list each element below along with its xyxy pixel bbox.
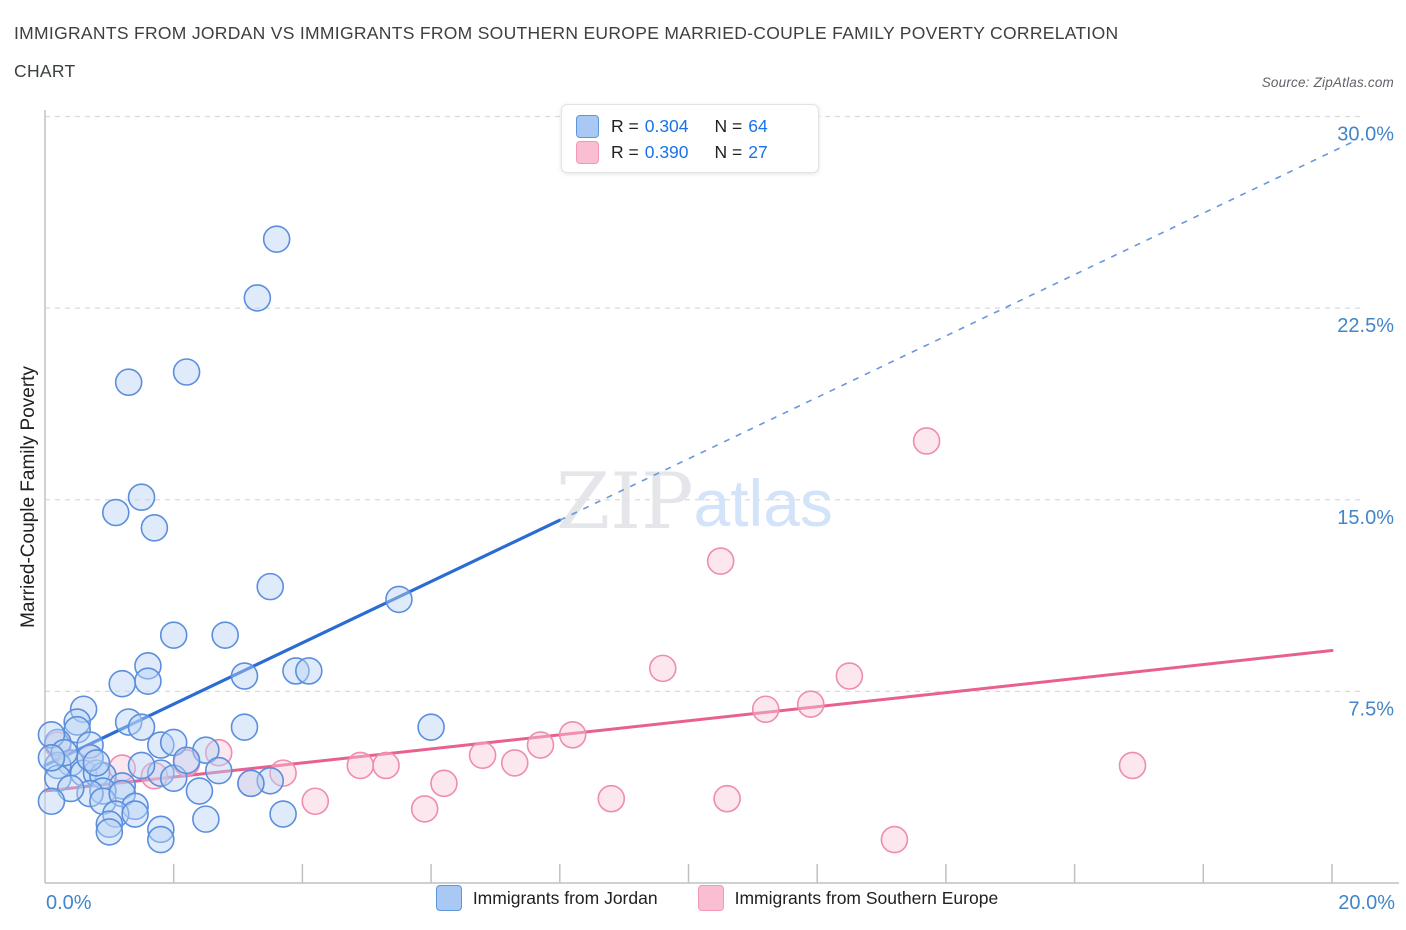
y-tick-label-30.0%: 30.0% (1337, 124, 1394, 146)
y-tick-label-15.0%: 15.0% (1337, 507, 1394, 529)
data-point-jordan (69, 695, 98, 724)
x-tick-label-max: 20.0% (1338, 892, 1395, 914)
data-point-jordan (95, 810, 124, 839)
data-point-jordan (127, 751, 156, 780)
data-point-jordan (417, 713, 445, 741)
data-point-southern-europe (301, 787, 330, 816)
data-point-jordan (108, 669, 137, 698)
data-point-jordan (37, 787, 66, 816)
data-point-southern-europe (597, 784, 626, 813)
data-point-jordan (114, 368, 143, 397)
data-point-jordan (237, 769, 265, 798)
data-point-southern-europe (796, 690, 825, 718)
data-point-jordan (140, 514, 169, 542)
data-point-southern-europe (500, 749, 529, 777)
data-point-jordan (262, 225, 291, 253)
southern-europe-series-swatch (576, 140, 599, 164)
data-point-jordan (172, 746, 201, 775)
n-value: 64 (748, 115, 768, 136)
data-point-jordan (385, 585, 413, 614)
jordan-trend-line-dashed-extrapolation (559, 138, 1359, 521)
data-point-jordan (204, 756, 233, 785)
southern-europe-trend-line (43, 648, 1334, 793)
jordan-series-swatch (576, 114, 599, 138)
data-point-jordan (185, 777, 214, 805)
data-point-southern-europe (751, 695, 780, 724)
data-point-jordan (230, 713, 259, 741)
data-point-southern-europe (713, 784, 741, 813)
n-label: N = (714, 141, 743, 162)
n-label: N = (714, 115, 743, 136)
data-point-southern-europe (346, 751, 375, 780)
data-point-jordan (256, 572, 285, 601)
source-attribution: Source: ZipAtlas.com (1261, 75, 1394, 90)
data-point-jordan (37, 744, 66, 772)
n-value: 27 (748, 141, 768, 162)
data-point-jordan (56, 774, 85, 803)
data-point-jordan (127, 713, 156, 741)
jordan-trend-line-solid (43, 518, 562, 768)
data-point-jordan (121, 800, 149, 828)
data-point-southern-europe (526, 731, 555, 759)
x-tick-label-min: 0.0% (46, 892, 92, 914)
data-point-southern-europe (1118, 751, 1147, 780)
data-point-jordan (211, 621, 239, 649)
page-title-line2: CHART (14, 61, 76, 81)
data-point-jordan (192, 805, 220, 833)
data-point-southern-europe (558, 721, 587, 749)
data-point-jordan (101, 498, 130, 527)
data-point-jordan (63, 708, 91, 736)
data-point-jordan (172, 358, 201, 386)
legend-item-jordan: Immigrants from Jordan (435, 885, 658, 911)
series-legend: Immigrants from Jordan Immigrants from S… (14, 885, 1406, 911)
data-point-southern-europe (880, 825, 909, 854)
data-point-southern-europe (706, 547, 735, 575)
legend-row-southern-europe: R = 0.390 N = 27 (576, 139, 818, 165)
data-point-southern-europe (835, 662, 864, 690)
r-label: R = (611, 115, 639, 136)
data-point-jordan (134, 667, 162, 695)
jordan-points (37, 225, 445, 854)
data-point-southern-europe (912, 427, 941, 455)
r-value: 0.390 (644, 141, 689, 162)
y-tick-label-22.5%: 22.5% (1337, 315, 1394, 337)
data-point-jordan (147, 825, 175, 854)
r-value: 0.304 (644, 115, 689, 136)
chart-header: IMMIGRANTS FROM JORDAN VS IMMIGRANTS FRO… (14, 14, 1394, 90)
correlation-legend-box: R = 0.304 N = 64 R = 0.390 N = 27 (561, 104, 819, 173)
y-tick-label-7.5%: 7.5% (1348, 698, 1394, 720)
data-point-jordan (82, 749, 111, 777)
legend-item-southern-europe: Immigrants from Southern Europe (697, 885, 999, 911)
southern-europe-swatch (697, 885, 724, 911)
data-point-southern-europe (269, 759, 297, 787)
data-point-southern-europe (430, 769, 458, 798)
data-point-southern-europe (372, 751, 400, 780)
legend-row-jordan: R = 0.304 N = 64 (576, 113, 818, 139)
data-point-southern-europe (468, 741, 497, 770)
data-point-southern-europe (410, 795, 439, 823)
data-point-jordan (147, 815, 175, 844)
r-label: R = (611, 141, 639, 162)
data-point-southern-europe (648, 654, 677, 683)
data-point-jordan (230, 662, 259, 690)
data-point-jordan (295, 657, 323, 685)
jordan-swatch (435, 885, 462, 911)
page-title: IMMIGRANTS FROM JORDAN VS IMMIGRANTS FRO… (14, 23, 1119, 43)
data-point-jordan (134, 652, 162, 680)
data-point-jordan (243, 284, 272, 312)
zipatlas-watermark: ZIPatlas (556, 457, 833, 547)
y-axis-title: Married-Couple Family Poverty (18, 366, 39, 628)
data-point-jordan (127, 483, 156, 511)
jordan-label: Immigrants from Jordan (472, 887, 658, 908)
data-point-jordan (95, 818, 124, 846)
data-point-jordan (269, 800, 297, 828)
data-point-jordan (159, 621, 188, 649)
southern-europe-label: Immigrants from Southern Europe (734, 887, 999, 908)
